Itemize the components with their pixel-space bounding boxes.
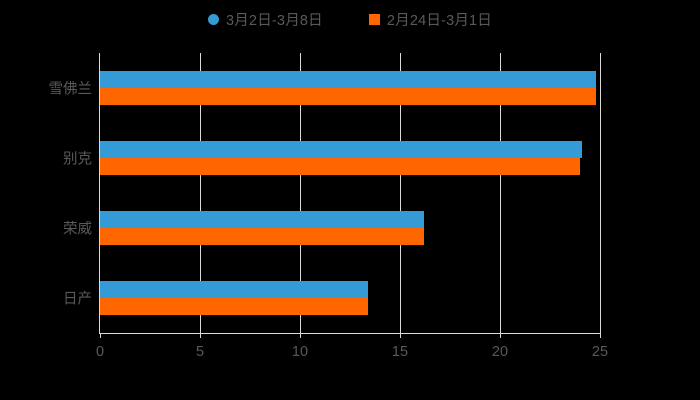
legend-marker-square-icon bbox=[368, 13, 380, 25]
tick-mark-25 bbox=[600, 333, 601, 338]
tick-mark-20 bbox=[500, 333, 501, 338]
legend-item-series-0[interactable]: 3月2日-3月8日 bbox=[207, 9, 323, 30]
bar[interactable] bbox=[100, 71, 596, 88]
chart-legend: 3月2日-3月8日 2月24日-3月1日 bbox=[0, 6, 700, 32]
tick-mark-15 bbox=[400, 333, 401, 338]
y-axis-label: 别克 bbox=[63, 151, 92, 168]
bar[interactable] bbox=[100, 211, 424, 228]
y-axis-label: 日产 bbox=[63, 291, 92, 308]
x-tick-label-15: 15 bbox=[391, 344, 409, 360]
bar-group bbox=[100, 71, 600, 105]
bar[interactable] bbox=[100, 158, 580, 175]
legend-label-series-1: 2月24日-3月1日 bbox=[386, 12, 493, 29]
tick-mark-5 bbox=[200, 333, 201, 338]
x-axis-line bbox=[99, 333, 601, 334]
gridline-x-25 bbox=[600, 53, 601, 333]
legend-item-series-1[interactable]: 2月24日-3月1日 bbox=[368, 9, 493, 30]
x-tick-label-10: 10 bbox=[291, 344, 309, 360]
bar[interactable] bbox=[100, 228, 424, 245]
y-axis-label: 雪佛兰 bbox=[48, 81, 93, 98]
y-axis-label: 荣威 bbox=[63, 221, 92, 238]
gridline-x-20 bbox=[500, 53, 501, 333]
gridline-x-5 bbox=[200, 53, 201, 333]
x-tick-label-25: 25 bbox=[591, 344, 609, 360]
gridline-x-10 bbox=[300, 53, 301, 333]
legend-label-series-0: 3月2日-3月8日 bbox=[225, 12, 323, 29]
y-axis-line bbox=[99, 53, 100, 333]
bar[interactable] bbox=[100, 141, 582, 158]
tick-mark-0 bbox=[100, 333, 101, 338]
bar-group bbox=[100, 281, 600, 315]
plot-area: 0 5 10 15 20 25 雪佛兰别克荣威日产 bbox=[49, 53, 608, 360]
legend-marker-circle-icon bbox=[207, 13, 219, 25]
bar[interactable] bbox=[100, 298, 368, 315]
x-tick-label-20: 20 bbox=[491, 344, 509, 360]
x-tick-label-0: 0 bbox=[95, 344, 105, 360]
bar[interactable] bbox=[100, 88, 596, 105]
bar-group bbox=[100, 141, 600, 175]
x-tick-label-5: 5 bbox=[195, 344, 205, 360]
bar-group bbox=[100, 211, 600, 245]
bar[interactable] bbox=[100, 281, 368, 298]
tick-mark-10 bbox=[300, 333, 301, 338]
gridline-x-15 bbox=[400, 53, 401, 333]
